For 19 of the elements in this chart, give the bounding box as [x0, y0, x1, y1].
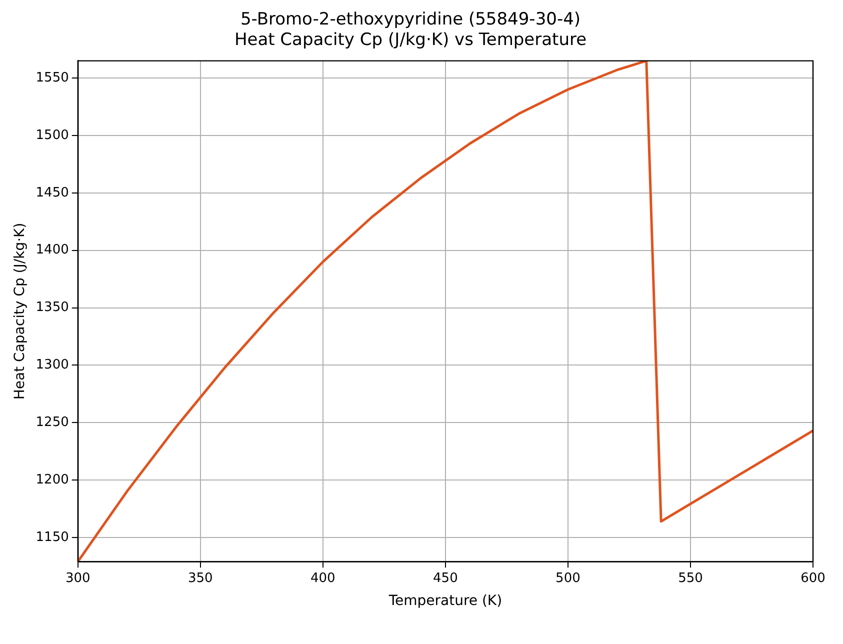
y-tick-label: 1400: [36, 242, 69, 258]
x-tick-label: 300: [65, 570, 90, 586]
x-tick-label: 500: [556, 570, 580, 586]
x-axis-title: Temperature (K): [388, 593, 502, 610]
y-tick-label: 1250: [36, 414, 69, 430]
y-tick-label: 1450: [36, 185, 69, 200]
y-tick-label: 1550: [36, 70, 69, 86]
y-tick-label: 1350: [36, 300, 69, 316]
x-tick-label: 600: [800, 570, 826, 586]
y-axis-title: Heat Capacity Cp (J/kg·K): [12, 222, 28, 400]
x-tick-label: 550: [678, 570, 703, 586]
y-tick-label: 1200: [36, 472, 69, 488]
x-tick-label: 400: [310, 570, 336, 586]
y-tick-label: 1150: [36, 530, 69, 545]
y-tick-label: 1300: [36, 358, 69, 373]
x-tick-label: 350: [188, 570, 213, 586]
y-tick-label: 1500: [36, 128, 69, 143]
x-tick-label: 450: [433, 570, 458, 586]
chart-title: 5-Bromo-2-ethoxypyridine (55849-30-4) Heat Capacity Cp (J/kg·K) vs Temperature: [234, 10, 587, 50]
